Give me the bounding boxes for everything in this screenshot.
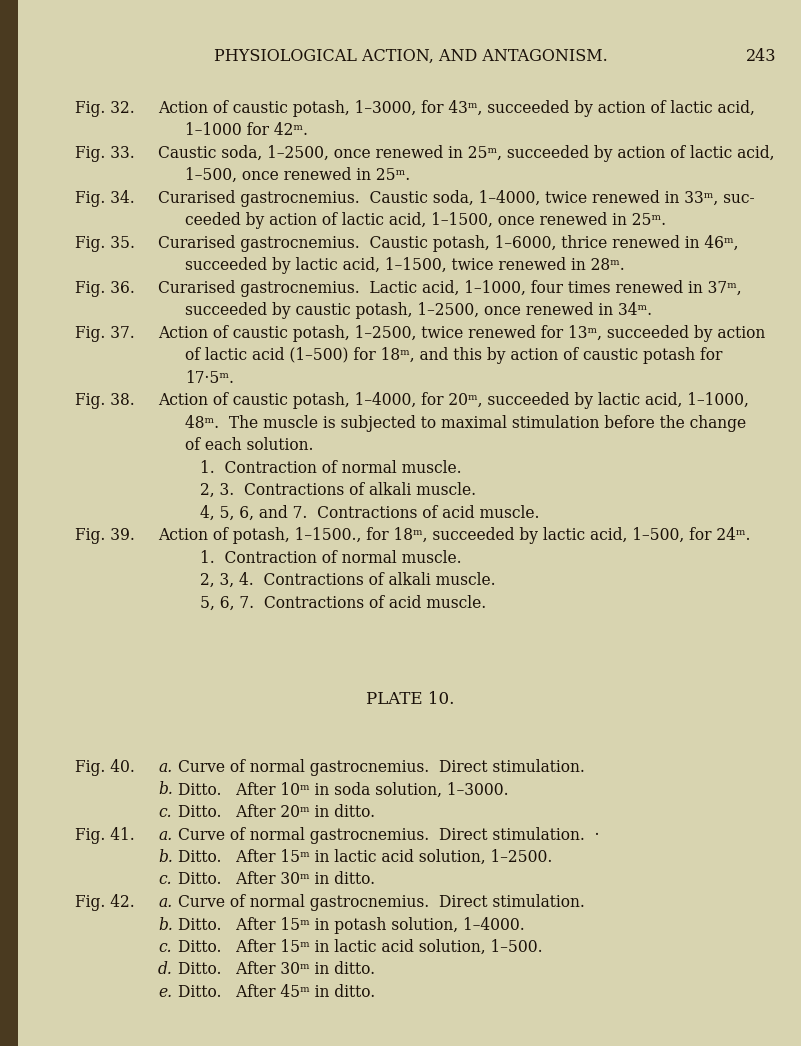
Text: c.: c. — [158, 871, 171, 888]
Text: d.: d. — [158, 961, 173, 978]
Text: Curarised gastrocnemius.  Caustic soda, 1–4000, twice renewed in 33ᵐ, suc-: Curarised gastrocnemius. Caustic soda, 1… — [158, 189, 755, 207]
Text: a.: a. — [158, 894, 172, 911]
Text: 48ᵐ.  The muscle is subjected to maximal stimulation before the change: 48ᵐ. The muscle is subjected to maximal … — [185, 415, 746, 432]
Text: Fig. 32.: Fig. 32. — [75, 99, 135, 117]
Text: Action of caustic potash, 1–3000, for 43ᵐ, succeeded by action of lactic acid,: Action of caustic potash, 1–3000, for 43… — [158, 99, 755, 117]
Text: 2, 3.  Contractions of alkali muscle.: 2, 3. Contractions of alkali muscle. — [200, 482, 476, 499]
Text: Fig. 38.: Fig. 38. — [75, 392, 135, 409]
Text: b.: b. — [158, 781, 173, 798]
Text: Curarised gastrocnemius.  Lactic acid, 1–1000, four times renewed in 37ᵐ,: Curarised gastrocnemius. Lactic acid, 1–… — [158, 279, 742, 297]
Text: Ditto.   After 15ᵐ in lactic acid solution, 1–500.: Ditto. After 15ᵐ in lactic acid solution… — [178, 939, 542, 956]
Text: Action of caustic potash, 1–4000, for 20ᵐ, succeeded by lactic acid, 1–1000,: Action of caustic potash, 1–4000, for 20… — [158, 392, 749, 409]
Text: 4, 5, 6, and 7.  Contractions of acid muscle.: 4, 5, 6, and 7. Contractions of acid mus… — [200, 505, 540, 522]
Text: of each solution.: of each solution. — [185, 437, 313, 454]
Text: of lactic acid (1–500) for 18ᵐ, and this by action of caustic potash for: of lactic acid (1–500) for 18ᵐ, and this… — [185, 347, 723, 364]
Text: 1.  Contraction of normal muscle.: 1. Contraction of normal muscle. — [200, 460, 461, 477]
Text: Ditto.   After 20ᵐ in ditto.: Ditto. After 20ᵐ in ditto. — [178, 804, 375, 821]
Text: Fig. 40.: Fig. 40. — [75, 759, 135, 776]
Text: Ditto.   After 10ᵐ in soda solution, 1–3000.: Ditto. After 10ᵐ in soda solution, 1–300… — [178, 781, 509, 798]
Text: 1–1000 for 42ᵐ.: 1–1000 for 42ᵐ. — [185, 122, 308, 139]
Text: succeeded by lactic acid, 1–1500, twice renewed in 28ᵐ.: succeeded by lactic acid, 1–1500, twice … — [185, 257, 625, 274]
Text: Action of caustic potash, 1–2500, twice renewed for 13ᵐ, succeeded by action: Action of caustic potash, 1–2500, twice … — [158, 324, 765, 342]
Text: Ditto.   After 15ᵐ in potash solution, 1–4000.: Ditto. After 15ᵐ in potash solution, 1–4… — [178, 916, 525, 933]
Text: 5, 6, 7.  Contractions of acid muscle.: 5, 6, 7. Contractions of acid muscle. — [200, 595, 486, 612]
Text: Ditto.   After 15ᵐ in lactic acid solution, 1–2500.: Ditto. After 15ᵐ in lactic acid solution… — [178, 849, 553, 866]
Text: 243: 243 — [746, 48, 776, 65]
Text: Action of potash, 1–1500., for 18ᵐ, succeeded by lactic acid, 1–500, for 24ᵐ.: Action of potash, 1–1500., for 18ᵐ, succ… — [158, 527, 751, 544]
Text: Curve of normal gastrocnemius.  Direct stimulation.: Curve of normal gastrocnemius. Direct st… — [178, 894, 585, 911]
Text: Curarised gastrocnemius.  Caustic potash, 1–6000, thrice renewed in 46ᵐ,: Curarised gastrocnemius. Caustic potash,… — [158, 234, 739, 252]
Text: Fig. 35.: Fig. 35. — [75, 234, 135, 252]
Text: Fig. 42.: Fig. 42. — [75, 894, 135, 911]
Text: Fig. 36.: Fig. 36. — [75, 279, 135, 297]
Text: a.: a. — [158, 759, 172, 776]
Text: 17·5ᵐ.: 17·5ᵐ. — [185, 369, 234, 387]
Text: Curve of normal gastrocnemius.  Direct stimulation.  ·: Curve of normal gastrocnemius. Direct st… — [178, 826, 599, 843]
Text: PHYSIOLOGICAL ACTION, AND ANTAGONISM.: PHYSIOLOGICAL ACTION, AND ANTAGONISM. — [214, 48, 607, 65]
Text: Fig. 37.: Fig. 37. — [75, 324, 135, 342]
Text: Ditto.   After 30ᵐ in ditto.: Ditto. After 30ᵐ in ditto. — [178, 961, 375, 978]
Text: Fig. 34.: Fig. 34. — [75, 189, 135, 207]
Text: e.: e. — [158, 984, 172, 1001]
Bar — [0, 0, 18, 1046]
Text: Ditto.   After 30ᵐ in ditto.: Ditto. After 30ᵐ in ditto. — [178, 871, 375, 888]
Text: 2, 3, 4.  Contractions of alkali muscle.: 2, 3, 4. Contractions of alkali muscle. — [200, 572, 496, 589]
Text: a.: a. — [158, 826, 172, 843]
Text: PLATE 10.: PLATE 10. — [366, 691, 455, 708]
Text: Ditto.   After 45ᵐ in ditto.: Ditto. After 45ᵐ in ditto. — [178, 984, 375, 1001]
Text: 1.  Contraction of normal muscle.: 1. Contraction of normal muscle. — [200, 550, 461, 567]
Text: c.: c. — [158, 939, 171, 956]
Text: b.: b. — [158, 916, 173, 933]
Text: Curve of normal gastrocnemius.  Direct stimulation.: Curve of normal gastrocnemius. Direct st… — [178, 759, 585, 776]
Text: Fig. 33.: Fig. 33. — [75, 144, 135, 162]
Text: succeeded by caustic potash, 1–2500, once renewed in 34ᵐ.: succeeded by caustic potash, 1–2500, onc… — [185, 302, 652, 319]
Text: ceeded by action of lactic acid, 1–1500, once renewed in 25ᵐ.: ceeded by action of lactic acid, 1–1500,… — [185, 212, 666, 229]
Text: Fig. 41.: Fig. 41. — [75, 826, 135, 843]
Text: 1–500, once renewed in 25ᵐ.: 1–500, once renewed in 25ᵐ. — [185, 167, 410, 184]
Text: Caustic soda, 1–2500, once renewed in 25ᵐ, succeeded by action of lactic acid,: Caustic soda, 1–2500, once renewed in 25… — [158, 144, 775, 162]
Text: Fig. 39.: Fig. 39. — [75, 527, 135, 544]
Text: b.: b. — [158, 849, 173, 866]
Text: c.: c. — [158, 804, 171, 821]
